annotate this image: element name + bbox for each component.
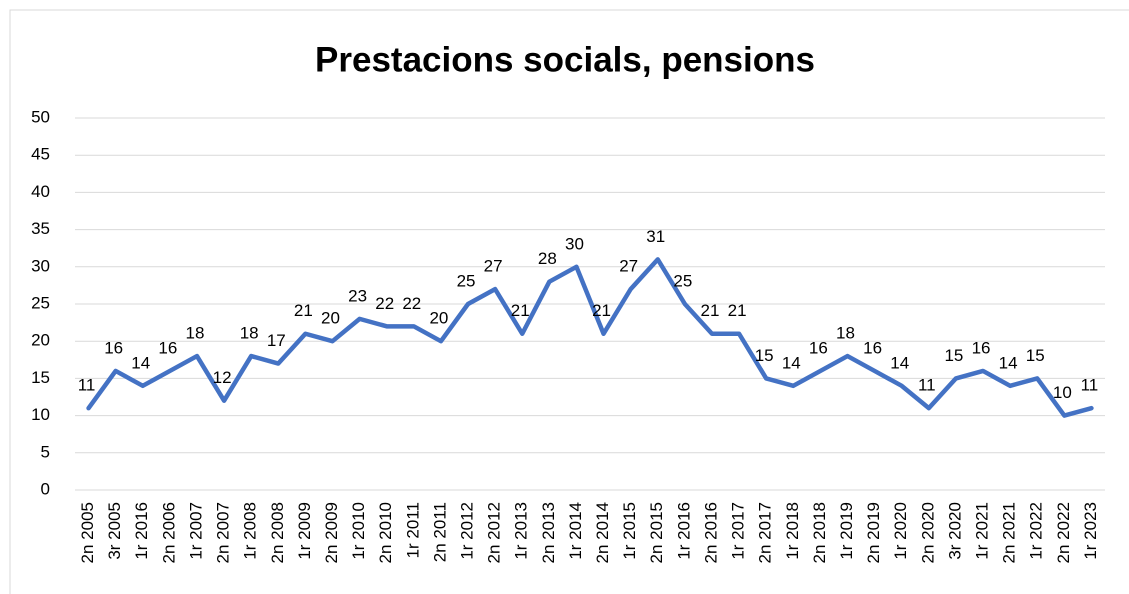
- data-label: 18: [836, 324, 855, 343]
- data-label: 25: [457, 271, 476, 290]
- data-label: 14: [999, 353, 1018, 372]
- x-tick-label: 1r 2014: [566, 502, 585, 560]
- x-tick-label: 2n 2015: [647, 502, 666, 563]
- x-tick-label: 2n 2017: [756, 502, 775, 563]
- y-tick-label: 25: [31, 293, 50, 312]
- y-tick-label: 45: [31, 145, 50, 164]
- data-label: 31: [646, 227, 665, 246]
- data-label: 22: [375, 294, 394, 313]
- data-line: [86, 257, 1094, 418]
- data-label: 11: [78, 376, 96, 395]
- x-tick-label: 1r 2020: [891, 502, 910, 560]
- x-tick-label: 2n 2018: [810, 502, 829, 563]
- data-label: 22: [402, 294, 421, 313]
- y-tick-label: 35: [31, 219, 50, 238]
- x-tick-label: 1r 2009: [295, 502, 314, 560]
- y-tick-label: 50: [31, 107, 50, 126]
- data-label: 15: [944, 346, 963, 365]
- data-label: 11: [918, 376, 936, 395]
- data-label: 16: [158, 338, 177, 357]
- x-tick-label: 2n 2007: [214, 502, 233, 563]
- data-label: 18: [186, 324, 205, 343]
- y-tick-label: 10: [31, 405, 50, 424]
- x-tick-label: 1r 2013: [512, 502, 531, 560]
- x-tick-label: 1r 2007: [186, 502, 205, 560]
- data-label: 15: [1026, 346, 1045, 365]
- data-label: 18: [240, 324, 259, 343]
- x-tick-label: 1r 2021: [973, 502, 992, 560]
- data-label: 21: [728, 301, 747, 320]
- x-tick-label: 2n 2011: [430, 502, 449, 562]
- data-label: 14: [890, 353, 909, 372]
- x-tick-label: 2n 2010: [376, 502, 395, 563]
- data-label: 16: [972, 338, 991, 357]
- chart-border: [9, 9, 1129, 594]
- x-tick-label: 2n 2021: [1000, 502, 1019, 563]
- x-tick-label: 2n 2009: [322, 502, 341, 563]
- data-label: 14: [782, 353, 801, 372]
- y-tick-label: 5: [41, 442, 50, 461]
- y-tick-label: 0: [41, 479, 50, 498]
- x-tick-label: 1r 2019: [837, 502, 856, 560]
- x-tick-label: 2n 2012: [485, 502, 504, 563]
- x-tick-label: 2n 2006: [159, 502, 178, 563]
- x-tick-label: 2n 2013: [539, 502, 558, 563]
- x-tick-label: 2n 2005: [78, 502, 97, 563]
- data-label: 17: [267, 331, 286, 350]
- x-tick-label: 1r 2017: [729, 502, 748, 560]
- data-label: 15: [755, 346, 774, 365]
- x-tick-label: 1r 2010: [349, 502, 368, 560]
- data-label: 12: [213, 368, 232, 387]
- data-label: 21: [511, 301, 530, 320]
- data-label: 28: [538, 249, 557, 268]
- x-tick-label: 1r 2016: [674, 502, 693, 560]
- data-label: 16: [863, 338, 882, 357]
- data-label: 23: [348, 286, 367, 305]
- data-label: 16: [104, 338, 123, 357]
- data-label: 14: [131, 353, 150, 372]
- x-tick-label: 3r 2005: [105, 502, 124, 560]
- x-tick-label: 1r 2022: [1027, 502, 1046, 560]
- data-label: 16: [809, 338, 828, 357]
- x-tick-label: 1r 2023: [1081, 502, 1100, 560]
- data-label: 25: [673, 271, 692, 290]
- data-label: 21: [701, 301, 720, 320]
- x-tick-label: 1r 2015: [620, 502, 639, 560]
- data-label: 21: [294, 301, 313, 320]
- data-label: 10: [1053, 383, 1072, 402]
- x-tick-label: 1r 2011: [403, 502, 422, 558]
- x-tick-label: 1r 2018: [783, 502, 802, 560]
- y-tick-label: 40: [31, 182, 50, 201]
- x-tick-label: 2n 2016: [701, 502, 720, 563]
- x-tick-label: 2n 2020: [918, 502, 937, 563]
- x-tick-label: 1r 2016: [132, 502, 151, 560]
- data-label: 20: [429, 309, 448, 328]
- data-label: 27: [619, 257, 638, 276]
- x-tick-label: 1r 2012: [458, 502, 477, 560]
- data-label: 30: [565, 234, 584, 253]
- x-tick-label: 2n 2008: [268, 502, 287, 563]
- y-tick-label: 30: [31, 256, 50, 275]
- y-tick-label: 20: [31, 331, 50, 350]
- x-tick-label: 2n 2022: [1054, 502, 1073, 563]
- y-tick-label: 15: [31, 368, 50, 387]
- chart-title: Prestacions socials, pensions: [315, 40, 815, 79]
- x-tick-label: 1r 2008: [241, 502, 260, 560]
- x-tick-label: 2n 2014: [593, 502, 612, 563]
- x-tick-label: 3r 2020: [945, 502, 964, 560]
- data-label: 27: [484, 257, 503, 276]
- data-label: 11: [1081, 376, 1099, 395]
- data-label: 20: [321, 309, 340, 328]
- data-label: 21: [592, 301, 611, 320]
- x-tick-label: 2n 2019: [864, 502, 883, 563]
